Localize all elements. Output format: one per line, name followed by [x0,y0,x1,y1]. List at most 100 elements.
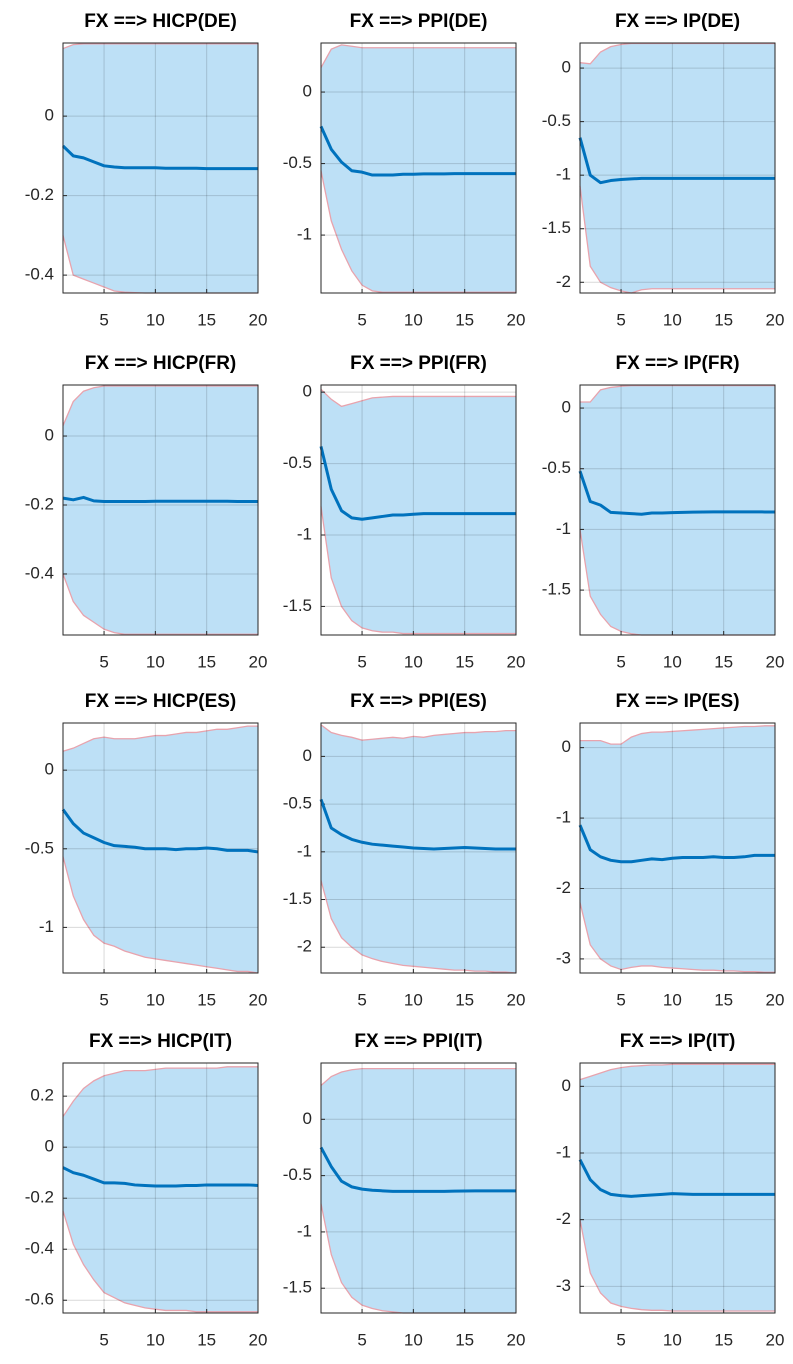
band-upper-edge [62,385,258,426]
y-tick-label: 0 [303,82,312,101]
x-tick-label: 15 [197,310,216,329]
response-line [319,1146,516,1193]
chart-title: FX ==> IP(ES) [615,691,739,712]
confidence-band [580,725,775,973]
x-tick-label: 10 [663,310,682,329]
x-tick-label: 15 [455,1330,474,1349]
x-tick-label: 20 [507,310,526,329]
band-lower-edge [579,1219,775,1312]
response-line [319,125,516,177]
x-tick-label: 10 [404,1330,423,1349]
x-tick-label: 15 [714,310,733,329]
y-tick-label: -1.5 [283,889,312,908]
y-tick-label: -0.4 [25,265,54,284]
y-tick-label: 0 [562,737,571,756]
x-tick-label: 5 [616,652,625,671]
y-tick-label: 0 [562,1076,571,1095]
response-line [578,1158,775,1198]
chart-title: FX ==> PPI(FR) [350,353,487,374]
band-upper-edge [320,44,516,69]
band-lower-edge [320,880,517,974]
chart-title: FX ==> HICP(DE) [84,11,237,32]
x-tick-label: 10 [404,652,423,671]
response-line [578,824,775,864]
x-tick-label: 10 [146,990,165,1009]
confidence-band [63,1066,258,1312]
band-upper-edge [320,724,516,741]
x-tick-label: 20 [507,652,526,671]
chart-title: FX ==> IP(IT) [620,1031,736,1052]
y-tick-label: -1 [556,808,571,827]
x-tick-label: 20 [766,990,785,1009]
x-tick-label: 5 [616,310,625,329]
confidence-band [580,385,775,635]
band-lower-edge [579,185,775,294]
x-tick-label: 15 [455,310,474,329]
x-tick-label: 20 [766,652,785,671]
y-tick-label: 0 [45,106,54,125]
y-tick-label: -0.5 [283,453,312,472]
x-tick-label: 15 [714,652,733,671]
response-line [319,446,516,521]
panel: -2 -1.5 -1 -0.5 0 5 10 15 20 FX ==> IP(DE) [542,11,785,329]
panel: -1 -0.5 0 5 10 15 20 FX ==> HICP(ES) [25,691,268,1009]
axes-box [579,722,776,974]
panel: -1.5 -1 -0.5 0 5 10 15 20 FX ==> IP(FR) [542,353,785,671]
y-tick-label: 0 [303,746,312,765]
x-tick-label: 5 [99,1330,108,1349]
axes-box [62,1062,259,1314]
response-line [62,495,258,504]
axes-box [579,384,776,636]
band-upper-edge [62,1066,258,1117]
panel: -1 -0.5 0 5 10 15 20 FX ==> PPI(DE) [283,11,526,329]
axes-box [320,384,517,636]
y-tick-label: 0.2 [30,1086,54,1105]
y-tick-label: -0.2 [25,494,54,513]
y-tick-label: 0 [45,426,54,445]
x-tick-label: 15 [197,1330,216,1349]
y-tick-label: 0 [303,382,312,401]
x-tick-label: 20 [249,990,268,1009]
band-upper-edge [62,725,258,752]
band-lower-edge [320,506,516,635]
x-tick-label: 20 [249,652,268,671]
x-tick-label: 5 [357,652,366,671]
confidence-band [580,1064,775,1311]
y-tick-label: -3 [556,1276,571,1295]
x-tick-label: 10 [146,1330,165,1349]
x-tick-label: 5 [357,990,366,1009]
x-tick-label: 10 [663,990,682,1009]
axes-box [320,1062,517,1314]
x-tick-label: 10 [404,990,423,1009]
band-lower-edge [62,1210,258,1313]
y-tick-label: -0.2 [25,1188,54,1207]
x-tick-label: 5 [357,1330,366,1349]
axes-box [320,722,517,974]
band-upper-edge [580,384,775,403]
y-tick-label: 0 [45,760,54,779]
y-tick-label: -0.5 [283,1165,312,1184]
y-tick-label: -2 [556,878,571,897]
y-tick-label: -1 [556,1142,571,1161]
band-upper-edge [62,43,258,50]
band-lower-edge [579,902,775,973]
y-tick-label: -1 [39,917,54,936]
x-tick-label: 20 [507,990,526,1009]
y-tick-label: -2 [556,272,571,291]
x-tick-label: 15 [455,652,474,671]
y-tick-label: 0 [303,1109,312,1128]
response-line [62,1166,259,1188]
x-tick-label: 15 [197,990,216,1009]
y-tick-label: -0.6 [25,1290,54,1309]
axes-box [62,722,259,974]
panel: -3 -2 -1 0 5 10 15 20 FX ==> IP(IT) [556,1031,785,1349]
y-tick-label: -0.5 [542,458,571,477]
chart-title: FX ==> IP(DE) [615,11,740,32]
y-tick-label: -1.5 [542,580,571,599]
x-tick-label: 20 [507,1330,526,1349]
y-tick-label: -1 [297,225,312,244]
chart-title: FX ==> IP(FR) [615,353,739,374]
axes-box [62,42,259,294]
y-tick-label: -1 [297,841,312,860]
